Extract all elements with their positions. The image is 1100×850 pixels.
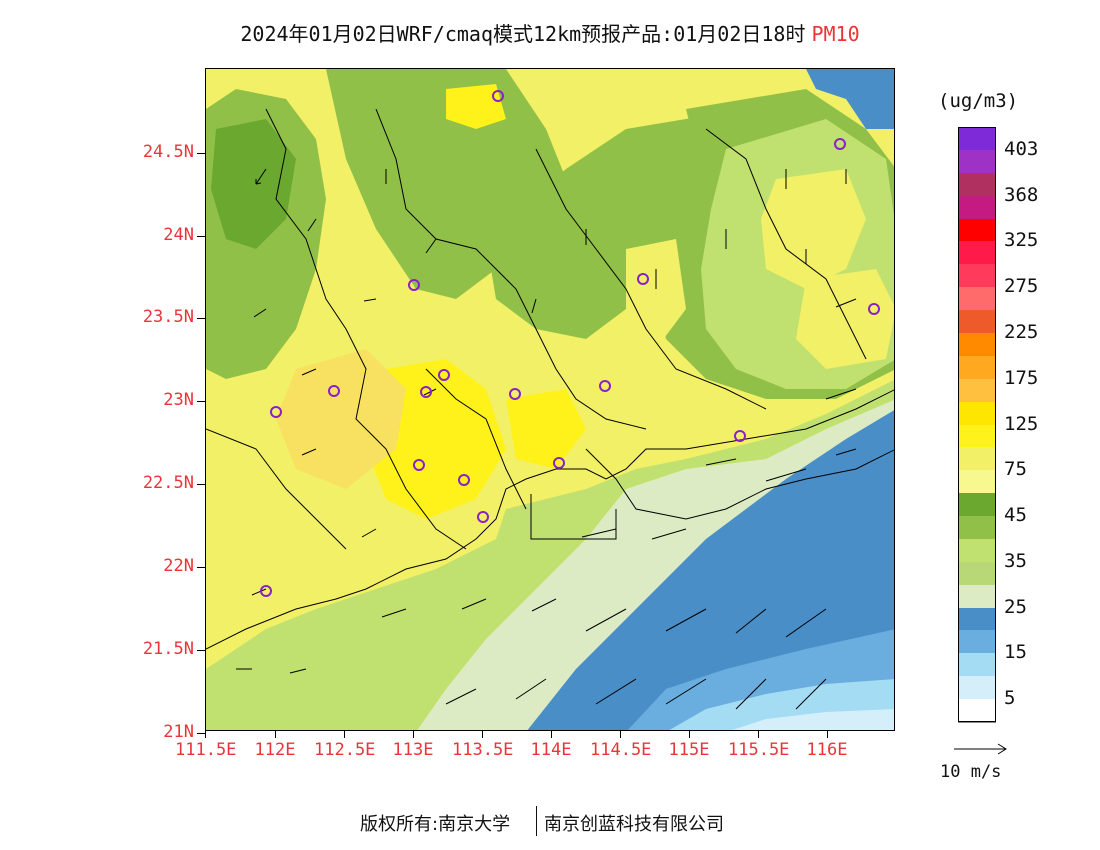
y-tick-mark [197, 401, 205, 402]
x-tick-mark [620, 731, 621, 738]
ocean-white [732, 709, 894, 730]
bright-yellow-core-2 [506, 389, 586, 469]
colorbar-frame [958, 127, 996, 722]
y-tick-mark [197, 650, 205, 651]
colorbar-swatch [958, 378, 996, 404]
ocean-green-band [206, 380, 894, 730]
colorbar-label: 75 [1004, 458, 1027, 481]
x-tick-mark [205, 731, 206, 738]
yellow-patch-mid [626, 239, 686, 349]
colorbar-label: 225 [1004, 320, 1039, 343]
colorbar-label: 5 [1004, 687, 1016, 710]
wind-reference-label: 10 m/s [940, 762, 1002, 782]
map-svg [206, 69, 894, 730]
x-tick-mark [758, 731, 759, 738]
x-tick-mark [413, 731, 414, 738]
x-tick-mark [482, 731, 483, 738]
x-tick-mark [344, 731, 345, 738]
x-tick-label: 112.5E [314, 740, 376, 760]
y-tick-mark [197, 733, 205, 734]
x-tick-mark [827, 731, 828, 738]
colorbar-label: 368 [1004, 183, 1039, 206]
y-tick-label: 23.5N [142, 307, 194, 327]
colorbar-label: 175 [1004, 366, 1039, 389]
border-lines [206, 108, 894, 550]
y-tick-mark [197, 567, 205, 568]
x-tick-label: 114.5E [590, 740, 652, 760]
x-tick-label: 115E [668, 740, 710, 760]
y-tick-label: 24N [163, 225, 194, 245]
y-tick-label: 22.5N [142, 473, 194, 493]
x-tick-mark [275, 731, 276, 738]
colorbar-swatch [958, 355, 996, 381]
y-tick-mark [197, 236, 205, 237]
yellow-patch-ne [761, 169, 866, 289]
coastline [206, 389, 894, 650]
y-tick-label: 21N [163, 722, 194, 742]
colorbar-label: 45 [1004, 504, 1027, 527]
colorbar-label: 125 [1004, 412, 1039, 435]
map-panel[interactable] [205, 68, 895, 731]
x-tick-label: 113E [392, 740, 434, 760]
green-patch-west [211, 119, 296, 249]
title-pollutant: PM10 [811, 22, 860, 46]
colorbar-label: 325 [1004, 229, 1039, 252]
ocean-ne-corner [806, 69, 894, 129]
yellow-patch-east [796, 269, 894, 369]
title-main: 2024年01月02日WRF/cmaq模式12km预报产品:01月02日18时 [240, 22, 806, 46]
colorbar-label: 403 [1004, 137, 1039, 160]
colorbar-swatch [958, 676, 996, 701]
colorbar-swatch [958, 332, 996, 358]
bright-yellow-core-3 [446, 84, 506, 129]
colorbar-label: 25 [1004, 595, 1027, 618]
x-tick-label: 116E [806, 740, 848, 760]
x-tick-label: 114E [530, 740, 572, 760]
orange-tint-patch [276, 349, 406, 489]
y-tick-label: 22N [163, 556, 194, 576]
colorbar-swatch [958, 241, 996, 266]
y-tick-label: 21.5N [142, 639, 194, 659]
x-tick-label: 115.5E [728, 740, 790, 760]
x-tick-label: 111.5E [175, 740, 237, 760]
x-tick-label: 113.5E [452, 740, 514, 760]
green-belt-central [486, 109, 766, 339]
y-tick-mark [197, 153, 205, 154]
footer-separator [536, 806, 537, 836]
colorbar-label: 35 [1004, 549, 1027, 572]
station-markers [260, 90, 880, 597]
x-tick-label: 112E [254, 740, 296, 760]
y-tick-mark [197, 318, 205, 319]
chart-title: 2024年01月02日WRF/cmaq模式12km预报产品:01月02日18时 P… [0, 18, 1100, 47]
colorbar-unit: (ug/m3) [938, 90, 1019, 112]
colorbar-swatch [958, 699, 996, 724]
green-patch-sw [206, 299, 276, 369]
x-tick-mark [689, 731, 690, 738]
colorbar-label: 275 [1004, 275, 1039, 298]
y-tick-mark [197, 484, 205, 485]
hk-box [530, 494, 617, 540]
colorbar-label: 15 [1004, 641, 1027, 664]
y-tick-label: 24.5N [142, 142, 194, 162]
x-tick-mark [551, 731, 552, 738]
y-tick-label: 23N [163, 390, 194, 410]
wind-reference-arrow [954, 743, 1007, 755]
footer-copyright: 版权所有:南京大学 [360, 814, 511, 835]
wind-arrows [236, 168, 857, 710]
footer-company: 南京创蓝科技有限公司 [544, 814, 724, 835]
